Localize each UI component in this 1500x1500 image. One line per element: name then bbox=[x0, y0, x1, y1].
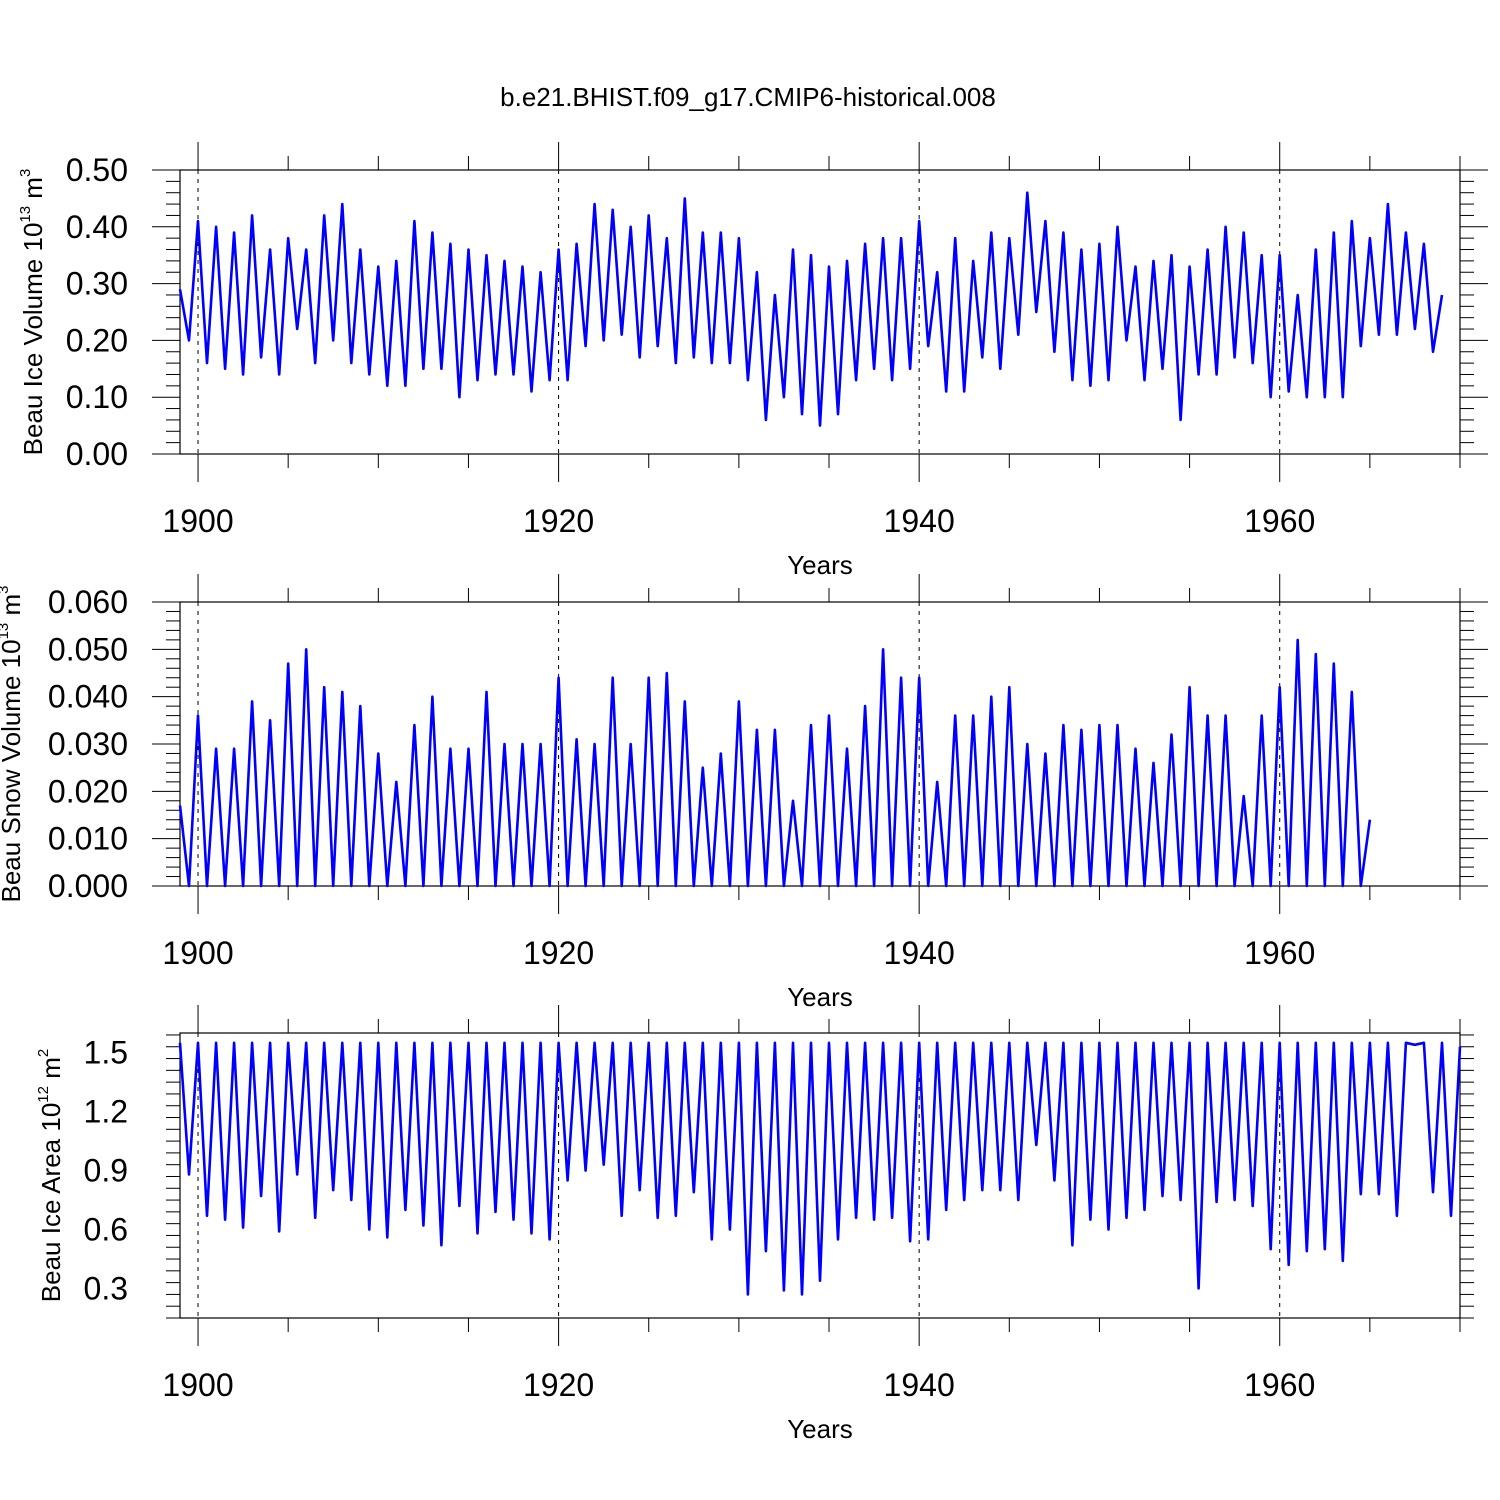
y-tick-label: 0.030 bbox=[48, 726, 128, 762]
series-line bbox=[178, 191, 1444, 427]
x-tick-label: 1920 bbox=[523, 935, 594, 971]
x-tick-label: 1900 bbox=[162, 503, 233, 539]
y-tick-label: 0.020 bbox=[48, 773, 128, 809]
x-axis-label: Years bbox=[787, 1414, 853, 1444]
y-tick-label: 0.000 bbox=[48, 868, 128, 904]
x-tick-label: 1900 bbox=[162, 1367, 233, 1403]
y-tick-label: 0.040 bbox=[48, 679, 128, 715]
series-line bbox=[178, 1041, 1462, 1296]
y-tick-label: 0.060 bbox=[48, 584, 128, 620]
y-tick-label: 0.3 bbox=[84, 1271, 128, 1307]
y-tick-label: 0.010 bbox=[48, 821, 128, 857]
y-tick-label: 0.10 bbox=[66, 379, 128, 415]
y-axis-label: Beau Ice Area 1012 m2 bbox=[35, 1049, 66, 1302]
x-axis-label: Years bbox=[787, 550, 853, 580]
plot-frame bbox=[179, 169, 1461, 455]
x-tick-label: 1940 bbox=[884, 935, 955, 971]
figure-title: b.e21.BHIST.f09_g17.CMIP6-historical.008 bbox=[500, 82, 996, 112]
y-tick-label: 0.00 bbox=[66, 436, 128, 472]
x-tick-label: 1940 bbox=[884, 1367, 955, 1403]
x-tick-label: 1960 bbox=[1244, 935, 1315, 971]
y-tick-label: 0.20 bbox=[66, 322, 128, 358]
y-tick-label: 0.9 bbox=[84, 1153, 128, 1189]
x-axis-label: Years bbox=[787, 982, 853, 1012]
snow-volume-panel: 1900 1920 1940 1960 Years 0.000 0.010 0.020 0.03… bbox=[0, 574, 1488, 1012]
y-tick-label: 1.2 bbox=[84, 1094, 128, 1130]
plot-frame bbox=[179, 1032, 1461, 1319]
y-tick-label: 0.30 bbox=[66, 266, 128, 302]
y-tick-label: 1.5 bbox=[84, 1035, 128, 1071]
x-tick-label: 1960 bbox=[1244, 503, 1315, 539]
x-tick-label: 1920 bbox=[523, 1367, 594, 1403]
x-tick-label: 1960 bbox=[1244, 1367, 1315, 1403]
x-tick-label: 1900 bbox=[162, 935, 233, 971]
y-tick-label: 0.050 bbox=[48, 631, 128, 667]
x-tick-label: 1940 bbox=[884, 503, 955, 539]
y-tick-label: 0.40 bbox=[66, 209, 128, 245]
x-tick-label: 1920 bbox=[523, 503, 594, 539]
y-axis-label: Beau Snow Volume 1013 m3 bbox=[0, 586, 26, 903]
ice-volume-panel: 1900 1920 1940 1960 Years 0.00 0.10 0.20 0.30 0.4… bbox=[17, 142, 1488, 580]
y-tick-label: 0.6 bbox=[84, 1212, 128, 1248]
ice-area-panel: 1900 1920 1940 1960 Years 0.3 0.6 0.9 1.2 1.5 Beau… bbox=[35, 1005, 1474, 1444]
y-axis-label: Beau Ice Volume 1013 m3 bbox=[17, 169, 48, 456]
y-tick-label: 0.50 bbox=[66, 152, 128, 188]
series-line bbox=[178, 638, 1372, 888]
